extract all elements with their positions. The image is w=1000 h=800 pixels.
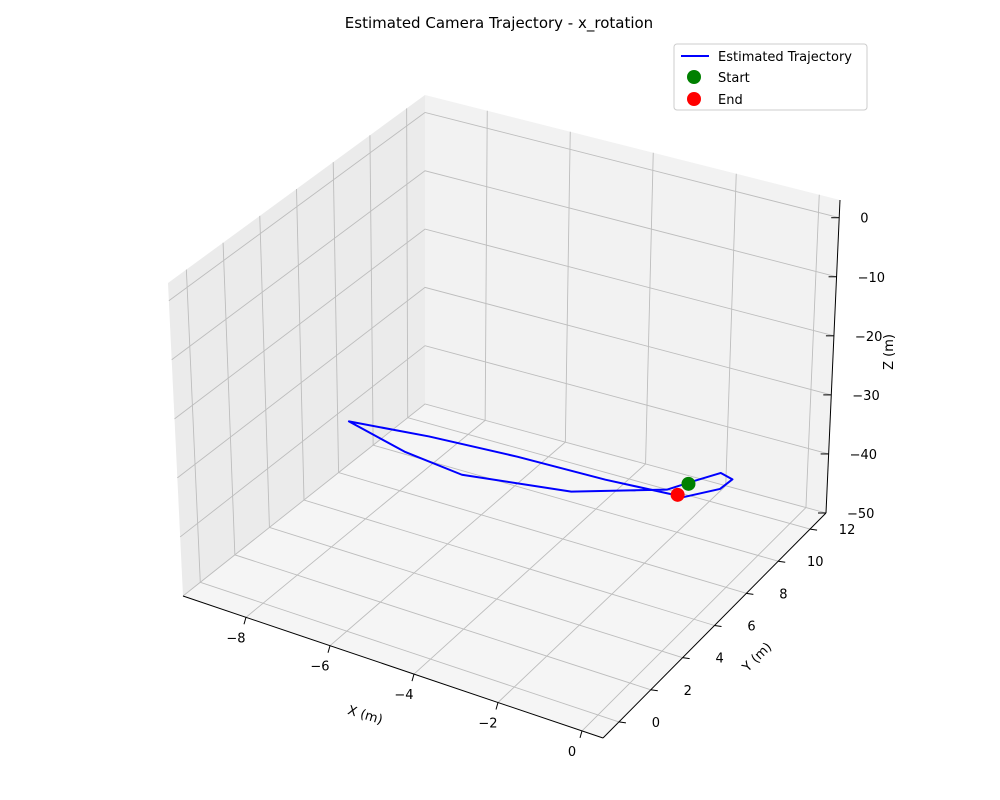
z-tick-label-2: −20 <box>855 330 882 345</box>
z-tick-label-3: −30 <box>852 389 879 404</box>
chart-title: Estimated Camera Trajectory - x_rotation <box>345 14 653 33</box>
pane-back <box>425 95 840 513</box>
y-tick-label-3: 6 <box>747 620 755 635</box>
z-tick-label-1: −10 <box>858 271 885 286</box>
x-axis-label: X (m) <box>346 703 385 728</box>
y-tick-mark-4 <box>746 592 754 595</box>
start-marker <box>681 476 696 491</box>
trajectory-line <box>347 420 734 499</box>
legend-label-end: End <box>718 93 743 108</box>
x-tick-label-0: −8 <box>226 631 245 646</box>
z-grid-line-4 <box>179 345 829 538</box>
legend-start-marker <box>687 70 701 84</box>
pane-left <box>168 95 425 596</box>
y-tick-label-0: 0 <box>652 716 660 731</box>
x-tick-mark-4 <box>579 730 583 739</box>
legend-end-marker <box>687 92 701 106</box>
x-tick-label-3: −2 <box>478 717 497 732</box>
x-tick-label-4: 0 <box>568 745 576 760</box>
z-tick-label-4: −40 <box>850 448 877 463</box>
end-marker <box>670 487 685 502</box>
y-tick-label-1: 2 <box>684 684 692 699</box>
y-tick-label-4: 8 <box>779 587 787 602</box>
pane-floor <box>183 404 826 738</box>
x-tick-mark-2 <box>411 673 415 682</box>
y-tick-label-6: 12 <box>839 523 856 538</box>
axes-panes <box>168 95 840 738</box>
y-tick-label-2: 4 <box>716 652 724 667</box>
y-tick-mark-6 <box>810 528 818 531</box>
z-grid-line-1 <box>171 170 837 361</box>
z-axis-label: Z (m) <box>882 334 897 370</box>
legend-frame <box>673 43 868 111</box>
x-tick-label-1: −6 <box>310 660 329 675</box>
plot-area <box>347 420 734 502</box>
z-grid-line-2 <box>174 228 835 420</box>
x-tick-mark-0 <box>243 617 247 625</box>
y-tick-mark-0 <box>618 721 626 724</box>
y-tick-mark-1 <box>650 689 658 692</box>
grid-lines <box>168 108 840 732</box>
legend: Estimated Trajectory Start End <box>673 43 868 111</box>
z-tick-label-5: −50 <box>847 507 874 522</box>
z-axis-line <box>825 199 841 514</box>
legend-label-start: Start <box>718 71 750 86</box>
y-tick-mark-2 <box>682 657 690 660</box>
x-tick-mark-1 <box>327 645 331 653</box>
x-axis-line <box>182 595 604 739</box>
z-grid-line-0 <box>168 112 840 302</box>
y-axis-label: Y (m) <box>739 640 775 676</box>
legend-label-trajectory: Estimated Trajectory <box>718 50 852 65</box>
y-tick-mark-3 <box>714 625 722 627</box>
z-tick-label-0: 0 <box>860 212 868 227</box>
z-grid-line-3 <box>177 286 832 479</box>
y-tick-label-5: 10 <box>807 555 824 570</box>
z-grid-line-5 <box>182 403 827 597</box>
x-tick-mark-3 <box>495 702 499 710</box>
y-tick-mark-5 <box>778 560 786 563</box>
x-tick-label-2: −4 <box>394 688 413 703</box>
